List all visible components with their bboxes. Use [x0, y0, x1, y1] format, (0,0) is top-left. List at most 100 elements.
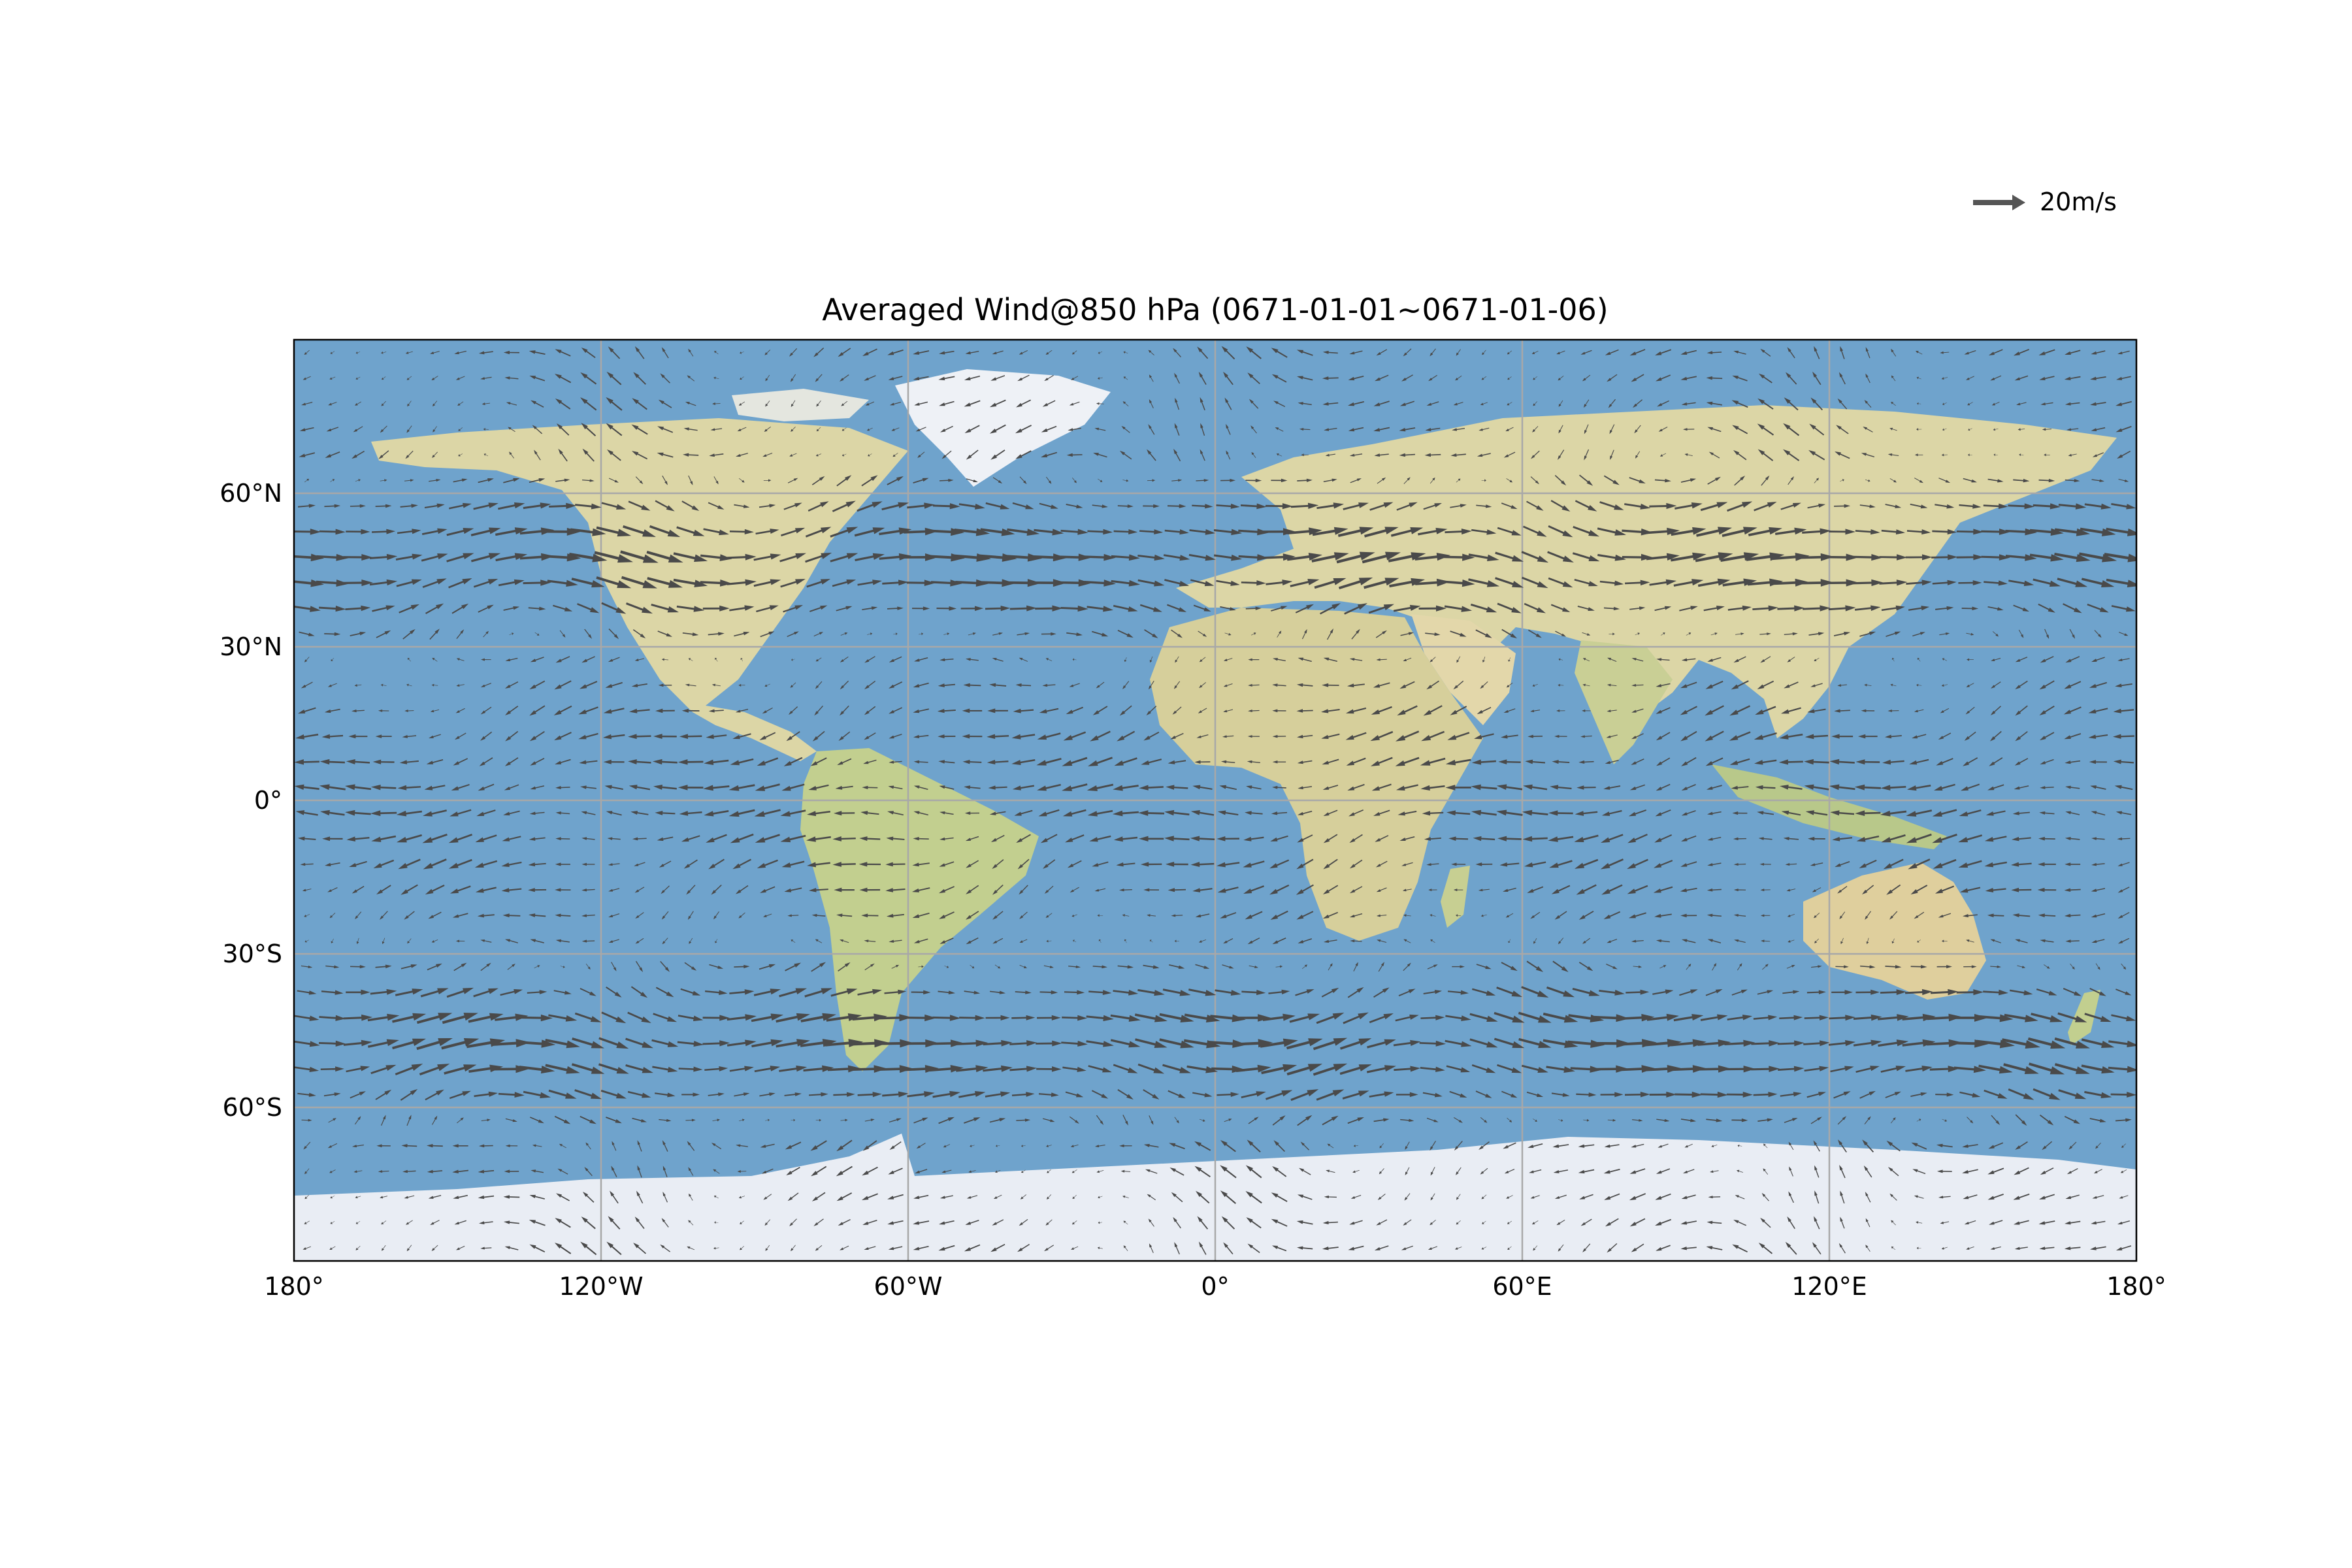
wind-arrow	[478, 478, 494, 483]
wind-arrow	[301, 965, 313, 968]
wind-arrow	[1401, 1245, 1413, 1250]
wind-arrow	[887, 349, 904, 355]
wind-arrow	[1864, 1116, 1871, 1125]
wind-arrow	[2065, 350, 2081, 355]
wind-arrow	[1091, 1090, 1109, 1099]
wind-arrow	[2104, 553, 2136, 563]
wind-arrow	[1914, 453, 1923, 457]
wind-arrow	[2088, 708, 2108, 714]
wind-arrow	[1149, 399, 1154, 409]
wind-arrow	[1724, 1039, 1756, 1047]
wind-arrow	[2039, 1114, 2054, 1126]
wind-arrow	[1807, 708, 1826, 713]
wind-arrow	[2070, 963, 2075, 970]
wind-arrow	[1577, 606, 1595, 611]
wind-arrow	[1907, 785, 1931, 791]
wind-arrow	[1197, 1216, 1209, 1230]
wind-arrow	[1044, 885, 1054, 894]
wind-arrow	[1088, 1065, 1112, 1073]
wind-arrow	[1350, 478, 1362, 483]
wind-arrow	[830, 988, 858, 997]
wind-arrow	[1684, 453, 1693, 456]
wind-arrow	[1037, 783, 1061, 791]
wind-arrow	[631, 424, 648, 435]
wind-arrow	[370, 988, 397, 995]
wind-arrow	[1522, 836, 1548, 842]
wind-arrow	[1570, 1066, 1603, 1073]
wind-arrow	[478, 604, 494, 613]
wind-arrow	[1117, 1089, 1134, 1100]
wind-arrow	[2068, 453, 2077, 457]
wind-arrow	[628, 759, 651, 764]
wind-arrow	[381, 376, 386, 380]
x-tick-labels: 180° 120°W 60°W 0° 60°E 120°E 180°	[264, 1272, 2166, 1301]
wind-arrow	[555, 656, 570, 663]
wind-arrow	[529, 837, 546, 841]
wind-arrow	[1192, 888, 1213, 892]
wind-arrow	[1833, 1091, 1851, 1099]
wind-arrow	[529, 350, 546, 355]
wind-arrow	[1089, 835, 1111, 842]
wind-arrow	[2092, 1195, 2104, 1199]
wind-arrow	[966, 860, 979, 868]
wind-arrow	[1122, 914, 1130, 917]
reference-arrow-icon	[1973, 195, 2025, 210]
wind-arrow	[1164, 579, 1190, 587]
wind-arrow	[2115, 400, 2132, 406]
wind-arrow	[1578, 910, 1594, 920]
wind-arrow	[1223, 709, 1233, 713]
wind-arrow	[1379, 1143, 1384, 1149]
wind-arrow	[1148, 424, 1155, 435]
wind-arrow	[1829, 1015, 1855, 1021]
wind-arrow	[1605, 349, 1619, 355]
wind-arrow	[380, 425, 387, 433]
wind-arrow	[1789, 1166, 1793, 1177]
wind-arrow	[1034, 529, 1064, 536]
wind-arrow	[815, 657, 822, 662]
wind-arrow	[1854, 605, 1881, 612]
wind-arrow	[555, 1218, 571, 1228]
wind-arrow	[703, 528, 729, 536]
wind-arrow	[1558, 683, 1564, 687]
wind-arrow	[1246, 346, 1262, 359]
wind-arrow	[1533, 1245, 1538, 1251]
wind-arrow	[983, 1065, 1013, 1072]
wind-arrow	[815, 681, 823, 689]
wind-arrow	[1373, 987, 1390, 998]
wind-arrow	[1710, 632, 1718, 636]
wind-arrow	[757, 757, 779, 766]
wind-arrow	[1572, 987, 1600, 996]
wind-arrow	[2113, 708, 2134, 713]
wind-arrow	[523, 580, 551, 586]
wind-arrow	[2117, 658, 2130, 662]
wind-arrow	[1761, 1192, 1769, 1201]
wind-arrow	[604, 785, 623, 791]
wind-arrow	[764, 350, 771, 355]
wind-arrow	[530, 785, 545, 790]
wind-arrow	[1837, 1139, 1847, 1153]
wind-arrow	[1840, 938, 1844, 945]
wind-arrow	[1958, 834, 1983, 843]
wind-arrow	[729, 529, 754, 534]
wind-arrow	[1494, 1011, 1525, 1023]
wind-arrow	[1652, 989, 1674, 995]
wind-arrow	[1445, 785, 1471, 791]
wind-arrow	[1247, 1243, 1260, 1253]
wind-arrow	[372, 759, 395, 764]
wind-arrow	[304, 1194, 309, 1200]
wind-arrow	[1199, 657, 1206, 662]
wind-arrow	[1376, 1219, 1388, 1226]
wind-arrow	[405, 351, 413, 354]
wind-arrow	[1864, 400, 1872, 408]
wind-arrow	[1578, 760, 1594, 764]
wind-arrow	[1627, 834, 1648, 843]
wind-arrow	[1273, 1140, 1285, 1152]
wind-arrow	[785, 1141, 802, 1150]
wind-arrow	[1481, 376, 1487, 380]
reference-arrow-label: 20m/s	[2040, 188, 2117, 216]
wind-arrow	[529, 375, 546, 382]
wind-arrow	[1968, 428, 1972, 431]
wind-arrow	[1371, 783, 1392, 791]
wind-arrow	[1558, 425, 1563, 434]
wind-arrow	[2064, 913, 2081, 918]
